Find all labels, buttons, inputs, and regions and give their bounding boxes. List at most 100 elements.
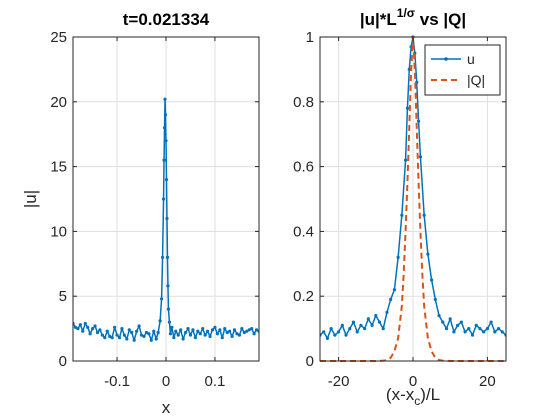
data-point — [100, 333, 104, 337]
data-point — [147, 332, 151, 336]
data-point — [103, 336, 107, 340]
data-point — [125, 337, 129, 341]
data-point — [198, 332, 202, 336]
y-tick-label: 0 — [59, 353, 67, 370]
chart-title: |u|*L1/σ vs |Q| — [360, 6, 466, 29]
y-tick-label: 15 — [50, 159, 67, 176]
x-axis-label: (x-xc)/L — [386, 385, 440, 408]
data-point — [381, 327, 385, 331]
data-point — [88, 332, 92, 336]
data-point — [120, 327, 124, 331]
data-point — [359, 323, 363, 327]
data-point — [159, 297, 164, 301]
data-point — [396, 255, 400, 259]
data-point — [203, 333, 207, 337]
data-point — [329, 327, 333, 331]
data-point — [496, 327, 501, 331]
data-point — [176, 333, 180, 337]
data-point — [485, 327, 489, 331]
data-point — [337, 330, 341, 334]
data-point — [183, 330, 188, 335]
data-point — [76, 327, 80, 331]
data-point — [86, 325, 90, 329]
data-point — [186, 327, 190, 331]
data-point — [403, 158, 408, 162]
data-point — [188, 333, 193, 337]
data-point — [81, 329, 85, 333]
data-point — [78, 323, 82, 327]
data-point — [405, 106, 410, 110]
data-point — [163, 113, 168, 117]
data-point — [168, 332, 173, 336]
data-point — [142, 334, 146, 338]
x-tick-label: 0 — [162, 373, 170, 390]
data-point — [191, 328, 195, 332]
data-point — [98, 328, 102, 332]
xlabel-part: (x-x — [386, 385, 415, 404]
data-point — [247, 328, 251, 332]
data-point — [322, 330, 326, 334]
data-point — [90, 327, 95, 331]
right-axes: -20 0 20 0 0.2 0.4 0.6 0.8 1 |u|*L1/σ vs |Q| (x-xc… — [293, 6, 507, 408]
data-point — [500, 330, 504, 334]
data-point — [167, 320, 172, 324]
data-point — [154, 337, 158, 341]
xlabel-part: )/L — [420, 385, 440, 404]
data-point — [470, 333, 475, 337]
data-point — [179, 328, 183, 332]
data-point — [245, 329, 249, 333]
data-point — [83, 321, 87, 326]
data-point — [240, 327, 244, 331]
legend-label: u — [467, 51, 475, 67]
data-point — [110, 336, 114, 340]
data-point — [385, 310, 389, 314]
data-point — [73, 325, 78, 329]
data-point — [416, 119, 421, 123]
x-tick-label: 0.1 — [205, 373, 226, 390]
data-point — [418, 155, 423, 159]
chart-title: t=0.021334 — [123, 10, 210, 29]
y-tick-label: 0.2 — [293, 288, 314, 305]
data-point — [208, 334, 212, 338]
data-point — [162, 158, 166, 162]
data-point — [452, 330, 456, 334]
data-point — [348, 327, 352, 331]
data-point — [165, 216, 169, 221]
y-tick-label: 1 — [306, 29, 314, 46]
data-point — [325, 336, 330, 340]
data-point — [218, 328, 222, 332]
data-point — [232, 328, 237, 332]
data-point — [340, 323, 344, 327]
data-point — [223, 327, 227, 331]
y-tick-label: 20 — [50, 94, 67, 111]
data-point — [448, 317, 452, 321]
data-point — [489, 320, 493, 324]
data-point — [426, 252, 430, 256]
xlabel-subscript: c — [414, 394, 420, 408]
y-axis-label: |u| — [21, 190, 40, 208]
data-point — [444, 327, 449, 331]
data-point — [132, 338, 136, 342]
title-part: |u|*L — [360, 10, 397, 29]
data-point — [370, 323, 374, 327]
data-point — [459, 320, 463, 324]
data-point — [252, 332, 256, 336]
data-point — [130, 330, 134, 335]
data-point — [122, 333, 126, 337]
data-point — [152, 329, 156, 333]
data-point — [389, 297, 393, 302]
y-tick-label: 0.8 — [293, 94, 314, 111]
legend-box — [424, 44, 501, 96]
data-point — [392, 288, 396, 292]
data-point — [158, 319, 162, 323]
data-point — [206, 329, 210, 333]
data-point — [430, 278, 434, 282]
data-point — [493, 330, 497, 334]
data-point — [117, 336, 122, 340]
legend-label: |Q| — [467, 72, 485, 88]
data-point — [139, 333, 144, 337]
data-point — [474, 323, 478, 327]
data-point — [174, 329, 178, 333]
data-point — [164, 177, 169, 182]
data-point — [127, 328, 131, 332]
